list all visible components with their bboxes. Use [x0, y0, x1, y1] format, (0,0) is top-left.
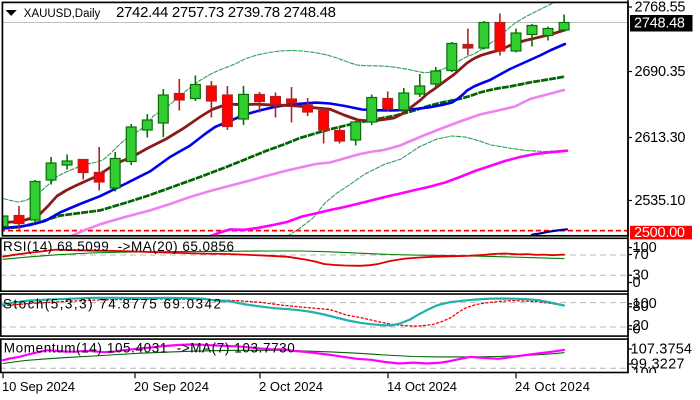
svg-text:2742.44 2757.73 2739.78 2748.4: 2742.44 2757.73 2739.78 2748.48	[116, 4, 336, 21]
svg-text:0: 0	[633, 322, 641, 338]
svg-text:100: 100	[633, 240, 657, 256]
svg-text:2500.00: 2500.00	[634, 225, 685, 241]
svg-text:107.3754: 107.3754	[631, 341, 693, 357]
svg-text:20 Sep 2024: 20 Sep 2024	[134, 379, 209, 394]
svg-text:Momentum(14) 105.4031 ->MA(7): Momentum(14) 105.4031 ->MA(7) 103.7730	[4, 341, 295, 356]
svg-text:Stoch(5,3,3) 74.8775 69.0342: Stoch(5,3,3) 74.8775 69.0342	[3, 297, 221, 312]
svg-text:2768.55: 2768.55	[635, 0, 686, 15]
svg-text:14 Oct 2024: 14 Oct 2024	[387, 379, 457, 394]
svg-text:2 Oct 2024: 2 Oct 2024	[259, 379, 323, 394]
svg-text:2748.48: 2748.48	[634, 16, 685, 32]
svg-text:99.3227: 99.3227	[631, 356, 685, 372]
svg-text:80: 80	[633, 299, 649, 315]
svg-text:20: 20	[633, 318, 649, 334]
svg-text:100: 100	[633, 296, 657, 312]
svg-text:XAUUSD,Daily: XAUUSD,Daily	[24, 8, 101, 20]
svg-text:24 Oct 2024: 24 Oct 2024	[515, 379, 590, 394]
svg-text:2535.10: 2535.10	[635, 193, 686, 209]
svg-text:30: 30	[633, 268, 649, 284]
svg-text:RSI(14) 68.5099 ->MA(20) 65.0: RSI(14) 68.5099 ->MA(20) 65.0856	[3, 239, 234, 254]
svg-text:70: 70	[633, 247, 649, 263]
svg-text:0: 0	[633, 275, 641, 291]
svg-text:2690.35: 2690.35	[635, 64, 686, 80]
svg-text:100: 100	[633, 366, 657, 382]
svg-text:10 Sep 2024: 10 Sep 2024	[2, 379, 75, 394]
svg-text:2613.30: 2613.30	[635, 130, 686, 146]
